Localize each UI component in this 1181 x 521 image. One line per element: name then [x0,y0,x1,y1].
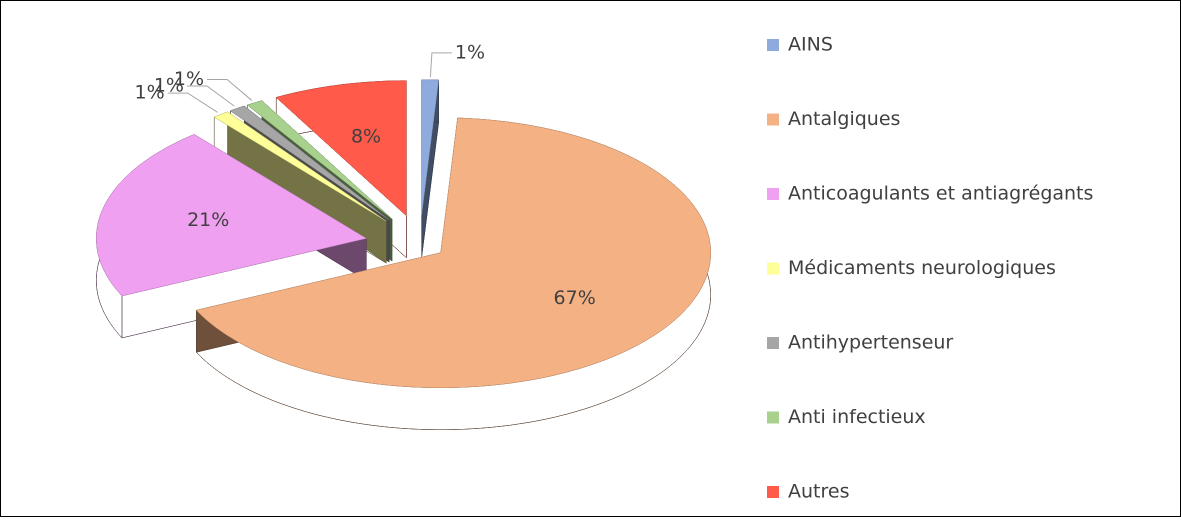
legend-swatch [767,39,779,51]
legend-label: AINS [788,34,833,56]
slice [195,117,711,388]
legend-swatch [767,337,779,349]
legend-label: Anticoagulants et antiagrégants [788,183,1093,205]
legend-label: Médicaments neurologiques [788,257,1056,279]
slice [275,80,407,217]
legend-label: Antalgiques [788,108,900,130]
leader-line [186,85,235,107]
legend-swatch [767,411,779,424]
data-label: 1% [455,41,485,63]
slice [96,134,367,297]
legend-swatch [767,486,779,498]
leader-line [167,92,218,113]
leader-line [207,79,253,101]
data-label: 1% [174,68,204,90]
data-label: 21% [187,209,229,231]
data-label: 67% [554,287,596,309]
slice [421,79,439,215]
leader-line [429,52,452,78]
data-label: 8% [351,126,381,148]
slice [229,105,390,221]
data-label: 1% [135,82,165,104]
legend-swatch [767,113,779,126]
legend-label: Anti infectieux [788,406,926,428]
slice [246,100,393,220]
slice [213,111,387,222]
legend-swatch [767,262,779,275]
legend-label: Autres [788,481,849,503]
data-label: 1% [154,74,184,96]
legend-swatch [767,188,779,200]
legend-label: Antihypertenseur [788,332,953,354]
